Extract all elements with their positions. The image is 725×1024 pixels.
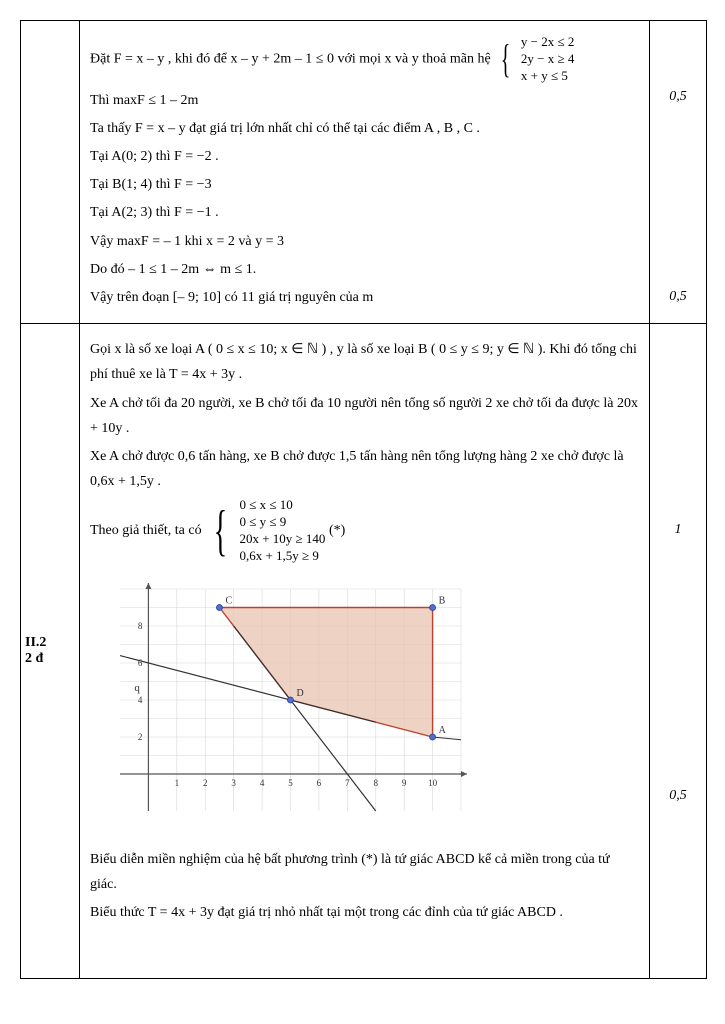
row-2-label: II.2 2 đ: [21, 324, 80, 978]
r1-p3: Ta thấy F = x – y đạt giá trị lớn nhất c…: [90, 116, 639, 141]
svg-text:2: 2: [138, 732, 143, 742]
svg-text:A: A: [439, 725, 447, 736]
svg-text:1: 1: [175, 778, 180, 788]
r1-p4: Tại A(0; 2) thì F = −2 .: [90, 144, 639, 169]
system-1-rows: y − 2x ≤ 2 2y − x ≥ 4 x + y ≤ 5: [521, 34, 574, 85]
row2-label-2: 2 đ: [25, 651, 43, 667]
row-1: Đặt F = x – y , khi đó để x – y + 2m – 1…: [21, 21, 706, 324]
svg-text:3: 3: [231, 778, 236, 788]
r2-p1: Gọi x là số xe loại A ( 0 ≤ x ≤ 10; x ∈ …: [90, 337, 639, 387]
r1-score-2: 0,5: [654, 289, 702, 305]
row-1-content: Đặt F = x – y , khi đó để x – y + 2m – 1…: [80, 21, 650, 323]
system-2: { 0 ≤ x ≤ 10 0 ≤ y ≤ 9 20x + 10y ≥ 140 0…: [205, 497, 325, 565]
svg-text:5: 5: [288, 778, 293, 788]
sys2-r3: 20x + 10y ≥ 140: [239, 531, 325, 546]
r1-line-setup: Đặt F = x – y , khi đó để x – y + 2m – 1…: [90, 34, 639, 85]
svg-text:9: 9: [402, 778, 407, 788]
sys2-r4: 0,6x + 1,5y ≥ 9: [239, 548, 318, 563]
feasible-region-graph: 1 2 3 4 5 6 7 8 9 10 2 4 6 8 q A B C D: [90, 571, 470, 841]
r2-score-1: 1: [654, 522, 702, 538]
r2-p4: Theo giả thiết, ta có { 0 ≤ x ≤ 10 0 ≤ y…: [90, 497, 639, 565]
svg-text:4: 4: [260, 778, 265, 788]
svg-text:6: 6: [138, 658, 143, 668]
r2-p2: Xe A chở tối đa 20 người, xe B chở tối đ…: [90, 391, 639, 441]
r2-p4a: Theo giả thiết, ta có: [90, 523, 205, 538]
r2-score-2: 0,5: [654, 788, 702, 804]
svg-text:D: D: [297, 688, 304, 699]
row-2: II.2 2 đ Gọi x là số xe loại A ( 0 ≤ x ≤…: [21, 324, 706, 978]
svg-text:8: 8: [138, 621, 143, 631]
svg-text:6: 6: [317, 778, 322, 788]
sys2-r1: 0 ≤ x ≤ 10: [239, 497, 292, 512]
r1-p8: Do đó – 1 ≤ 1 – 2m ⇔ m ≤ 1.: [90, 257, 639, 282]
r1-p5: Tại B(1; 4) thì F = −3: [90, 172, 639, 197]
svg-text:2: 2: [203, 778, 208, 788]
svg-text:q: q: [134, 682, 140, 694]
r1-p2: Thì maxF ≤ 1 – 2m: [90, 88, 639, 113]
r2-p4b: (*): [329, 523, 345, 538]
solution-table: Đặt F = x – y , khi đó để x – y + 2m – 1…: [20, 20, 707, 979]
row-2-content: Gọi x là số xe loại A ( 0 ≤ x ≤ 10; x ∈ …: [80, 324, 650, 978]
r1-p7: Vậy maxF = – 1 khi x = 2 và y = 3: [90, 229, 639, 254]
r1-text-1: Đặt F = x – y , khi đó để x – y + 2m – 1…: [90, 52, 494, 67]
system-1: { y − 2x ≤ 2 2y − x ≥ 4 x + y ≤ 5: [494, 34, 574, 85]
svg-text:B: B: [439, 595, 446, 606]
r1-score-1: 0,5: [654, 89, 702, 105]
row-1-label: [21, 21, 80, 323]
r2-p6: Biểu thức T = 4x + 3y đạt giá trị nhỏ nh…: [90, 900, 639, 925]
svg-text:C: C: [225, 595, 232, 606]
svg-text:7: 7: [345, 778, 350, 788]
row-1-scores: 0,5 0,5: [650, 21, 706, 323]
r2-p3: Xe A chở được 0,6 tấn hàng, xe B chở đượ…: [90, 444, 639, 494]
row-2-scores: 1 0,5: [650, 324, 706, 978]
r1-p9: Vậy trên đoạn [– 9; 10] có 11 giá trị ng…: [90, 285, 639, 310]
row2-label-1: II.2: [25, 635, 46, 651]
r2-p5: Biểu diễn miền nghiệm của hệ bất phương …: [90, 847, 639, 897]
sys1-r2: 2y − x ≥ 4: [521, 51, 574, 66]
brace-icon: {: [501, 52, 511, 66]
sys1-r3: x + y ≤ 5: [521, 68, 568, 83]
svg-text:8: 8: [374, 778, 379, 788]
svg-text:10: 10: [428, 778, 438, 788]
sys1-r1: y − 2x ≤ 2: [521, 34, 574, 49]
r1-p6: Tại A(2; 3) thì F = −1 .: [90, 200, 639, 225]
svg-text:4: 4: [138, 695, 143, 705]
sys2-r2: 0 ≤ y ≤ 9: [239, 514, 286, 529]
system-2-rows: 0 ≤ x ≤ 10 0 ≤ y ≤ 9 20x + 10y ≥ 140 0,6…: [239, 497, 325, 565]
brace-icon: {: [214, 524, 227, 538]
